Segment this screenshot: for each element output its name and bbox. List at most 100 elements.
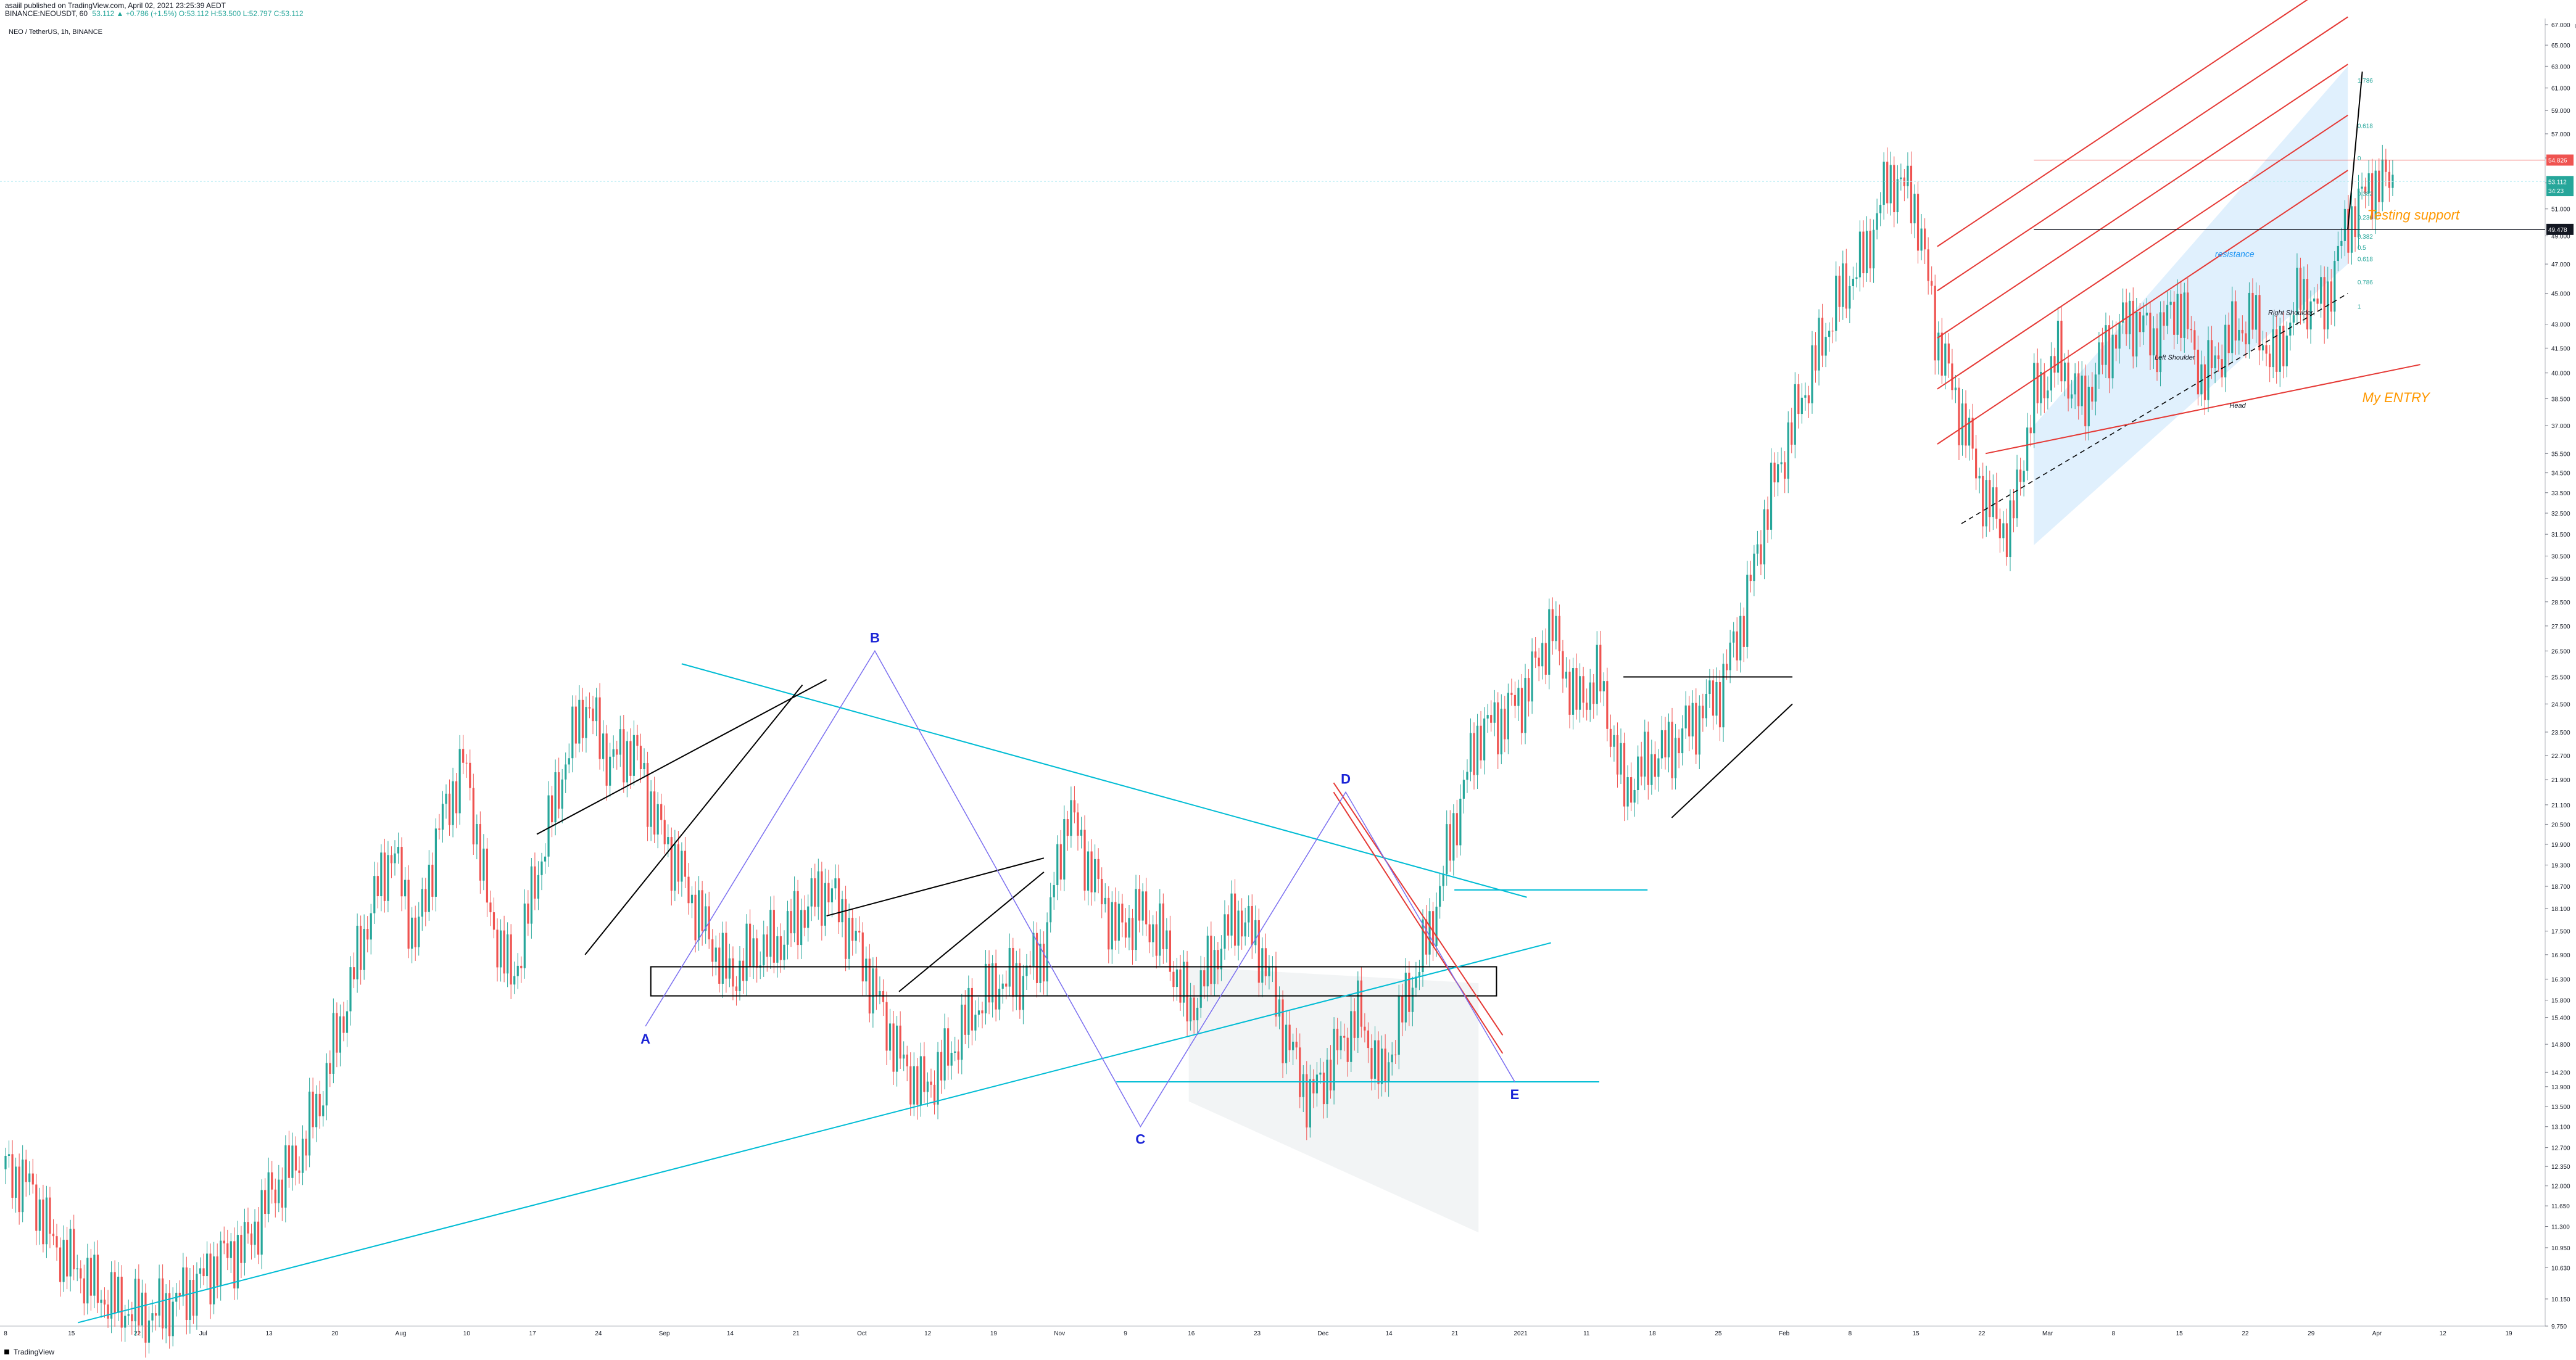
candle-body [325,1063,328,1106]
y-tick-label: 14.800 [2551,1042,2570,1049]
candle-body [550,795,553,823]
candle-body [1275,966,1277,1017]
candle-body [1951,363,1953,390]
candle-body [1486,715,1489,719]
candle-body [400,847,403,897]
candle-body [2231,301,2234,353]
x-tick-label: 11 [1583,1330,1590,1337]
channel-line [1937,64,2348,339]
fib-level-label: 0.236 [2358,215,2373,221]
candle-body [2050,356,2053,391]
candle-body [2105,325,2107,365]
candle-body [284,1145,287,1208]
x-tick-label: 13 [265,1330,273,1337]
flag-bottom-line [1671,703,1793,818]
candle-body [209,1253,212,1304]
candle-body [1944,343,1947,376]
candle-body [178,1292,181,1297]
candle-body [1551,609,1554,641]
y-tick-label: 11.650 [2551,1203,2570,1210]
candle-body [2261,345,2264,351]
candle-body [1190,997,1192,1022]
candle-body [2118,323,2121,349]
candle-body [2374,170,2377,220]
candle-body [2187,292,2189,329]
candle-body [189,1280,191,1321]
candle-body [507,934,509,974]
y-tick-label: 45.000 [2551,291,2570,298]
published-line: asaiil published on TradingView.com, Apr… [5,1,226,10]
candle-body [837,878,840,923]
candle-body [2053,356,2056,373]
candle-body [120,1276,123,1328]
y-tick-label: 21.100 [2551,802,2570,809]
y-tick-label: 65.000 [2551,43,2570,49]
candle-body [950,1052,953,1066]
x-tick-label: 9 [1124,1330,1127,1337]
candle-body [752,938,755,967]
candle-body [298,1170,300,1173]
candle-body [428,864,430,912]
candle-body [1562,651,1564,679]
wave-label-c: C [1135,1132,1145,1147]
candle-body [1961,403,1964,445]
candle-body [1353,1011,1356,1038]
candle-body [288,1145,290,1178]
candle-body [1206,935,1209,987]
candle-body [397,847,400,854]
candle-body [1442,874,1444,886]
candle-body [1657,758,1660,777]
candle-body [598,697,601,759]
candle-body [687,876,690,904]
candle-body [602,733,605,759]
x-tick-label: 21 [793,1330,800,1337]
candle-body [2381,159,2383,202]
candle-body [1179,969,1182,1003]
candle-body [1975,448,1978,479]
candle-body [1261,948,1264,983]
candle-body [725,933,727,979]
candle-body [18,1166,20,1213]
x-tick-label: Apr [2372,1330,2382,1337]
candle-body [1927,249,1929,281]
candle-body [1599,645,1602,691]
candle-body [2084,375,2087,427]
candle-body [2159,312,2162,373]
candle-body [1876,213,1878,230]
candle-body [2316,299,2319,304]
candle-body [2193,330,2196,350]
candle-body [425,889,427,912]
candle-body [291,1145,294,1178]
candle-body [1602,681,1605,691]
candle-body [766,934,768,957]
price-badge-label: 49.478 [2548,227,2567,234]
candle-body [131,1314,133,1322]
candle-body [1596,645,1598,704]
candle-body [363,929,365,970]
candle-body [1650,754,1653,785]
candle-body [1175,969,1178,987]
candle-body [1083,830,1086,891]
candle-body [903,1054,905,1059]
candle-body [367,929,369,940]
channel-line [1937,115,2348,390]
candle-body [1233,893,1236,946]
candle-body [96,1255,99,1303]
x-tick-label: Dec [1317,1330,1328,1337]
candle-body [1907,165,1909,186]
candle-body [2303,279,2305,310]
candle-body [2152,328,2155,356]
candle-body [2272,329,2274,368]
y-tick-label: 35.500 [2551,451,2570,458]
candle-body [1910,165,1913,224]
x-tick-label: 8 [2112,1330,2116,1337]
candle-body [1346,1037,1349,1062]
candle-body [919,1056,922,1105]
candle-body [1606,681,1609,729]
candle-body [103,1300,106,1305]
candle-body [1971,418,1974,449]
candle-body [933,1084,936,1105]
y-tick-label: 14.200 [2551,1069,2570,1076]
